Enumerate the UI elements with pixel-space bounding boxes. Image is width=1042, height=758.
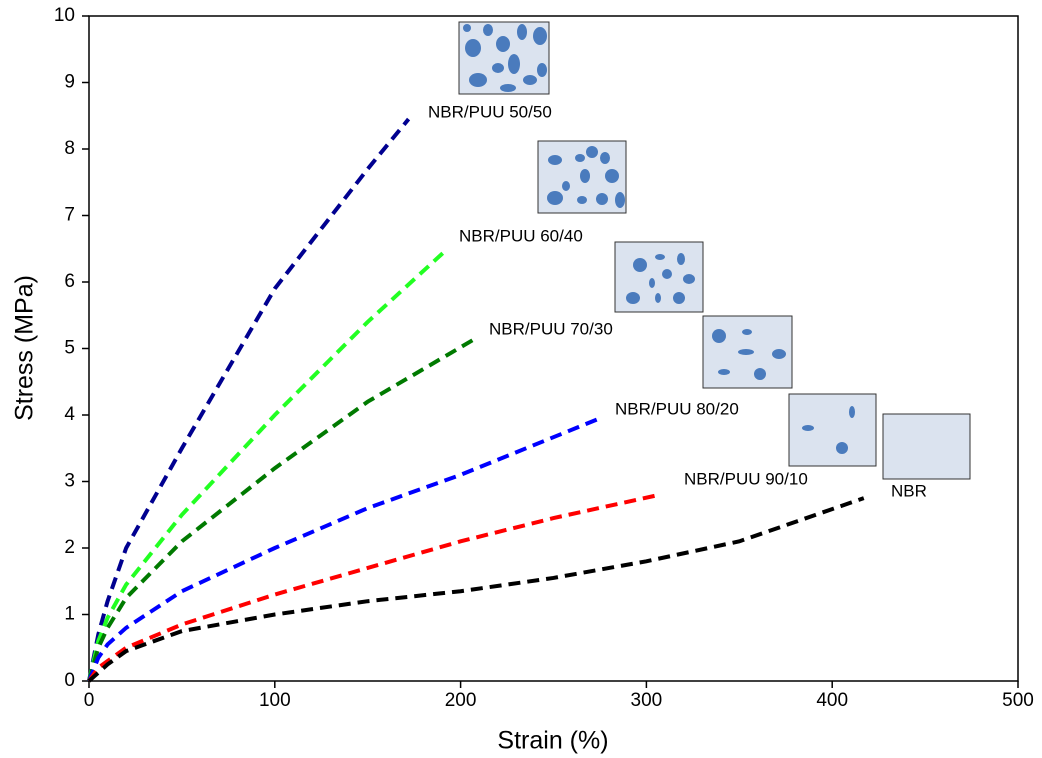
y-axis-label: Stress (MPa) <box>11 275 39 421</box>
y-tick-label: 7 <box>64 205 75 226</box>
series-line <box>87 492 660 683</box>
y-tick-label: 6 <box>64 271 75 292</box>
y-tick-label: 8 <box>64 138 75 159</box>
series-label: NBR/PUU 50/50 <box>428 102 552 121</box>
y-tick-label: 10 <box>54 5 75 26</box>
x-tick-label: 100 <box>259 690 291 711</box>
y-tick-label: 1 <box>64 604 75 625</box>
y-tick-label: 9 <box>64 72 75 93</box>
series-line <box>87 117 411 682</box>
x-tick-label: 400 <box>816 690 848 711</box>
series-label: NBR/PUU 60/40 <box>459 226 583 245</box>
x-axis-label: Strain (%) <box>497 727 608 755</box>
x-tick-label: 300 <box>631 690 663 711</box>
y-tick-label: 5 <box>64 338 75 359</box>
x-tick-label: 200 <box>445 690 477 711</box>
x-tick-label: 500 <box>1002 690 1034 711</box>
y-tick-label: 3 <box>64 471 75 492</box>
morphology-insets <box>458 21 971 480</box>
series-line <box>87 496 865 683</box>
y-tick-label: 2 <box>64 537 75 558</box>
x-tick-label: 0 <box>84 690 95 711</box>
series-line <box>87 247 449 682</box>
y-tick-label: 0 <box>64 670 75 691</box>
series-label: NBR <box>891 481 927 500</box>
series-label: NBR/PUU 80/20 <box>615 399 739 418</box>
series-label: NBR/PUU 70/30 <box>489 319 613 338</box>
series-label: NBR/PUU 90/10 <box>684 469 808 488</box>
y-tick-label: 4 <box>64 404 75 425</box>
series-line <box>87 416 601 682</box>
plot-frame <box>88 15 1019 682</box>
series-line <box>87 336 477 682</box>
